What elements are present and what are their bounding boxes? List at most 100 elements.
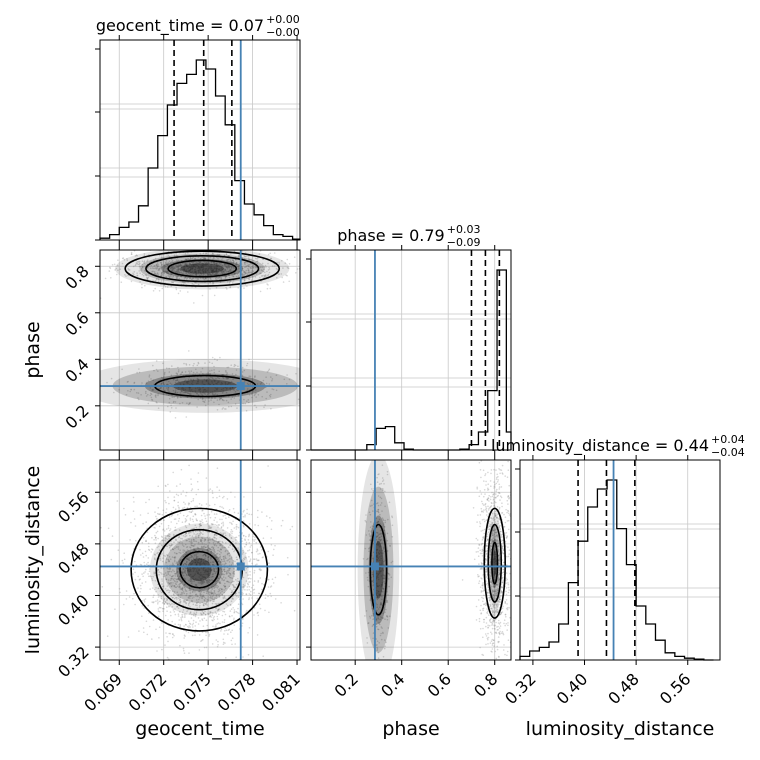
panel-content <box>100 250 300 450</box>
sample-point <box>237 365 239 368</box>
sample-point <box>187 382 189 385</box>
sample-point <box>221 408 224 410</box>
sample-point <box>154 265 156 267</box>
sample-point <box>203 543 205 545</box>
sample-point <box>138 579 141 581</box>
sample-point <box>381 564 383 566</box>
sample-point <box>210 552 212 555</box>
sample-point <box>368 539 371 541</box>
sample-point <box>205 579 208 582</box>
sample-point <box>185 602 187 605</box>
sample-point <box>160 280 163 282</box>
sample-point <box>201 601 203 604</box>
sample-point <box>494 558 496 560</box>
sample-point <box>160 567 162 569</box>
sample-point <box>169 490 171 492</box>
sample-point <box>377 617 379 619</box>
sample-point <box>186 265 188 268</box>
sample-point <box>221 537 223 539</box>
sample-point <box>235 264 237 266</box>
sample-point <box>223 597 226 599</box>
sample-point <box>219 582 221 584</box>
sample-point <box>253 540 255 542</box>
sample-point <box>379 571 381 573</box>
sample-point <box>203 612 205 614</box>
sample-point <box>180 266 183 269</box>
sample-point <box>216 387 219 390</box>
sample-point <box>493 603 496 606</box>
sample-point <box>216 269 218 271</box>
sample-point <box>254 257 257 260</box>
sample-point <box>185 561 188 564</box>
sample-point <box>173 267 175 269</box>
sample-point <box>169 549 172 551</box>
sample-point <box>165 271 168 274</box>
sample-point <box>378 483 381 485</box>
sample-point <box>197 535 200 537</box>
sample-point <box>222 541 224 544</box>
density-shade <box>163 536 235 603</box>
sample-point <box>248 258 250 261</box>
sample-point <box>181 402 184 404</box>
sample-point <box>221 270 223 273</box>
sample-point <box>258 603 261 606</box>
sample-point <box>206 522 209 525</box>
sample-point <box>199 388 201 391</box>
sample-point <box>159 542 161 545</box>
sample-point <box>192 619 195 622</box>
sample-point <box>170 275 172 278</box>
sample-point <box>271 578 274 580</box>
sample-point <box>192 570 195 572</box>
sample-point <box>270 376 272 378</box>
sample-point <box>235 528 238 530</box>
sample-point <box>171 556 174 558</box>
sample-point <box>272 554 274 556</box>
sample-point <box>172 471 174 474</box>
sample-point <box>376 589 378 592</box>
sample-point <box>157 608 160 610</box>
sample-point <box>188 558 190 561</box>
sample-point <box>215 262 217 264</box>
sample-point <box>227 546 230 548</box>
sample-point <box>188 522 190 525</box>
sample-point <box>179 610 181 613</box>
sample-point <box>262 537 265 539</box>
sample-point <box>179 549 181 551</box>
sample-point <box>184 569 186 571</box>
sample-point <box>248 270 250 272</box>
sample-point <box>235 556 238 559</box>
sample-point <box>220 382 223 384</box>
sample-point <box>123 603 125 606</box>
sample-point <box>168 560 170 563</box>
sample-point <box>249 262 252 265</box>
sample-point <box>171 260 173 263</box>
sample-point <box>191 268 194 270</box>
sample-point <box>164 265 166 268</box>
sample-point <box>214 597 216 599</box>
sample-point <box>183 600 185 602</box>
sample-point <box>478 617 481 620</box>
sample-point <box>224 277 227 279</box>
sample-point <box>210 399 212 401</box>
sample-point <box>171 606 174 608</box>
sample-point <box>223 270 225 273</box>
sample-point <box>197 265 200 268</box>
sample-point <box>186 382 188 384</box>
sample-point <box>219 556 221 559</box>
sample-point <box>261 549 263 551</box>
sample-point <box>162 519 165 521</box>
sample-point <box>226 268 229 270</box>
sample-point <box>113 391 115 394</box>
sample-point <box>203 581 206 584</box>
sample-point <box>155 600 157 602</box>
sample-point <box>376 670 378 672</box>
sample-point <box>203 261 206 263</box>
sample-point <box>178 541 180 544</box>
sample-point <box>276 268 279 271</box>
sample-point <box>186 273 188 276</box>
sample-point <box>233 611 236 613</box>
sample-point <box>189 268 192 271</box>
sample-point <box>170 543 172 545</box>
sample-point <box>264 275 266 277</box>
sample-point <box>261 275 263 277</box>
